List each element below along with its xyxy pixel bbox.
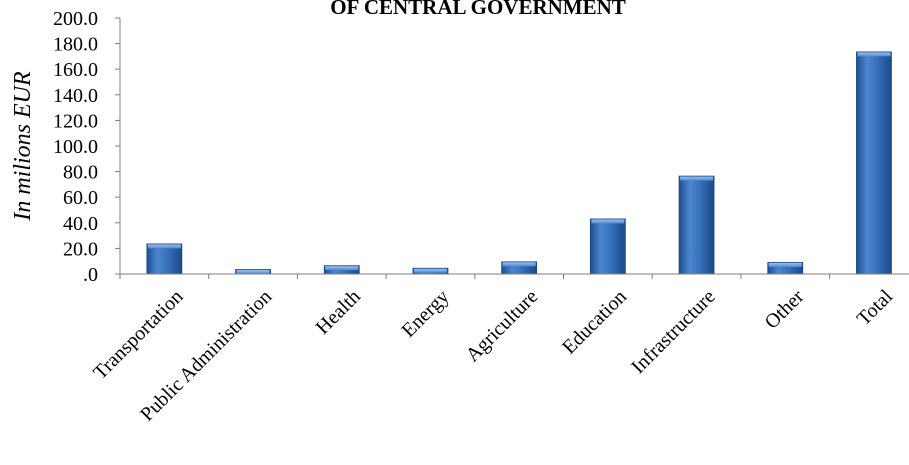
y-tick-label: 80.0 [63, 162, 98, 184]
bar-total [856, 51, 892, 275]
y-tick-label: 60.0 [63, 187, 98, 209]
bar-highlight [857, 52, 891, 57]
bar-highlight [413, 268, 447, 273]
bar-infrastructure [678, 175, 715, 275]
bar [678, 175, 715, 275]
bar-health [323, 265, 360, 275]
bar-other [767, 262, 804, 275]
y-tick-label: 40.0 [63, 213, 98, 235]
y-axis: .0 20.0 40.0 60.0 80.0 100.0 120.0 140.0 160.0 18… [53, 8, 120, 286]
bar-education [589, 218, 626, 275]
x-tick-label: Infrastructure [627, 286, 720, 379]
bar-highlight [680, 176, 714, 181]
y-tick-label: 120.0 [53, 110, 98, 132]
x-tick-label: Agriculture [462, 286, 543, 367]
bar-energy [412, 267, 449, 275]
x-tick-label: Health [312, 286, 365, 339]
bar-highlight [591, 219, 625, 224]
x-tick-label: Education [558, 286, 631, 359]
x-tick-label: Other [761, 285, 809, 333]
y-tick-label: 140.0 [53, 85, 98, 107]
y-tick-label: 100.0 [53, 136, 98, 158]
y-tick-label: 20.0 [63, 238, 98, 260]
y-tick-label: 180.0 [53, 34, 98, 56]
bar-transportation [146, 243, 183, 275]
bar-highlight [325, 266, 359, 271]
y-tick-label: 160.0 [53, 59, 98, 81]
bar [589, 218, 626, 275]
bars [146, 51, 892, 275]
bar-public-administration [235, 269, 271, 275]
bar-highlight [147, 244, 181, 249]
chart-title: OF CENTRAL GOVERNMENT [330, 0, 626, 19]
bar [856, 51, 892, 275]
x-tick-label: Transportation [89, 286, 187, 384]
bar-agriculture [501, 261, 538, 275]
x-tick-label: Total [853, 285, 898, 330]
y-tick-label: .0 [83, 264, 98, 286]
y-tick-label: 200.0 [53, 8, 98, 30]
bar-highlight [768, 262, 802, 267]
bar [146, 243, 183, 275]
y-axis-label: In milions EUR [10, 71, 36, 222]
bar-highlight [502, 262, 536, 267]
bar-highlight [236, 270, 270, 275]
x-tick-label: Energy [397, 286, 453, 342]
